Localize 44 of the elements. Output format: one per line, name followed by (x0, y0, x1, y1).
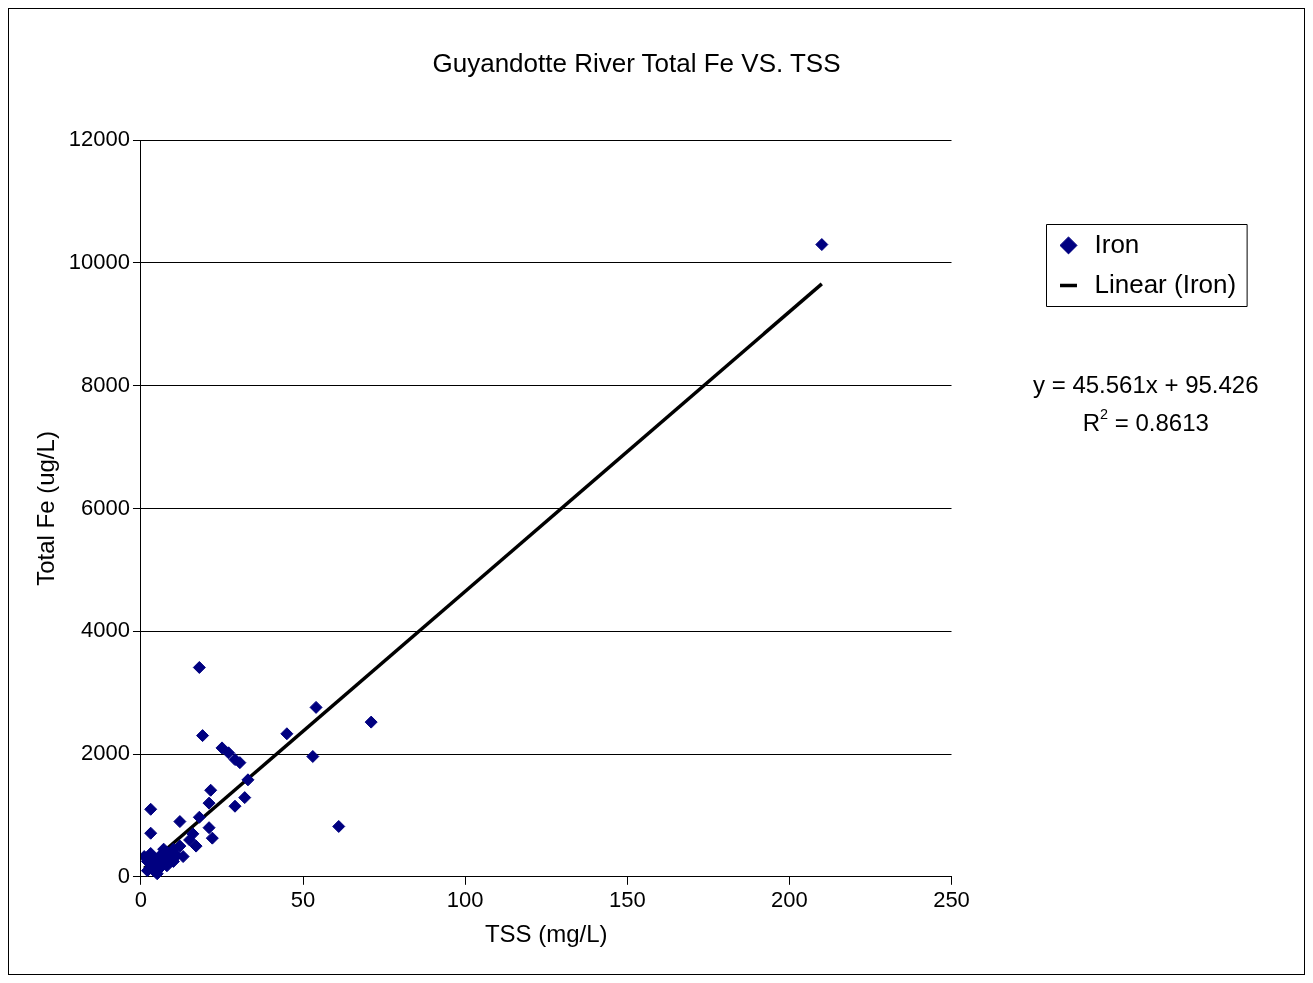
x-tick-label: 100 (446, 887, 484, 913)
legend-label: Linear (Iron) (1094, 268, 1237, 299)
point (815, 238, 829, 252)
y-tick-label: 12000 (68, 126, 130, 152)
point (192, 810, 206, 824)
point (215, 741, 229, 755)
point (280, 727, 294, 741)
point (144, 802, 158, 816)
x-tick-label: 50 (290, 887, 316, 913)
x-axis-title: TSS (mg/L) (484, 920, 608, 948)
point (186, 827, 200, 841)
y-tick-label: 0 (117, 862, 130, 888)
point (241, 773, 255, 787)
point (192, 660, 206, 674)
point (238, 791, 252, 805)
point (173, 839, 187, 853)
text: y = 45.561x + 95.426 (1033, 371, 1259, 399)
x-tick-label: 250 (933, 887, 970, 913)
y-tick-label: 8000 (81, 371, 130, 397)
y-tick-label: 4000 (81, 617, 130, 643)
point (364, 715, 378, 729)
x-tick-label: 150 (608, 887, 646, 913)
x-tick-label: 200 (771, 887, 808, 913)
point (202, 821, 216, 835)
chart-title: Guyandotte River Total Fe VS. TSS (432, 47, 841, 78)
point (144, 826, 158, 840)
point (196, 729, 210, 743)
point (309, 700, 323, 714)
point (205, 831, 219, 845)
point (202, 796, 216, 810)
point (233, 756, 247, 770)
point (204, 783, 218, 797)
y-tick-label: 2000 (81, 740, 130, 766)
y-tick-label: 10000 (68, 249, 130, 275)
x-tick-label: 0 (134, 887, 148, 913)
y-axis-title: Total Fe (ug/L) (32, 431, 60, 586)
point (228, 799, 242, 813)
point (332, 819, 346, 833)
point (189, 839, 203, 853)
point (306, 749, 320, 763)
point (222, 746, 236, 760)
point (173, 815, 187, 829)
legend-label: Iron (1094, 228, 1140, 259)
y-tick-label: 6000 (81, 494, 130, 520)
